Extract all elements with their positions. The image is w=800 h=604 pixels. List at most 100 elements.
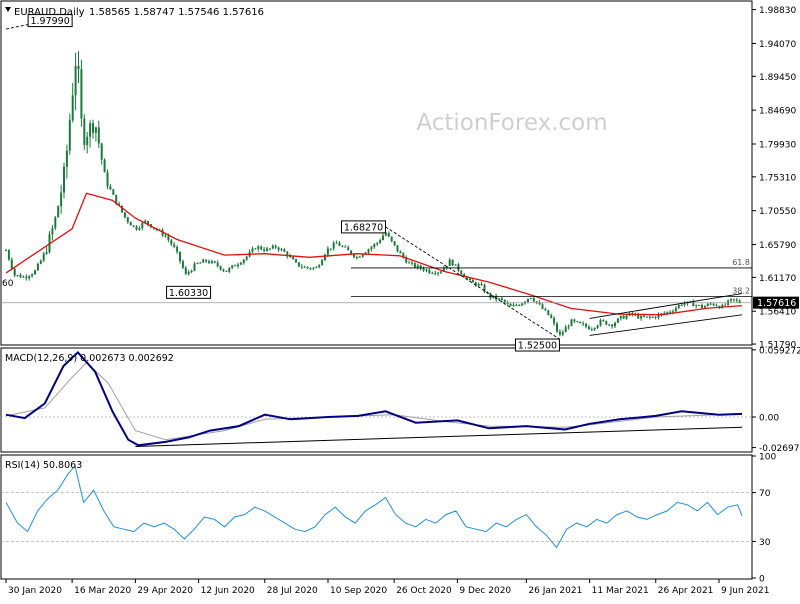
- rsi-label: RSI(14) 50.8063: [5, 460, 82, 471]
- symbol-label: EURAUD,Daily: [14, 7, 85, 18]
- price-bar-body: [518, 305, 521, 307]
- price-bar-body: [576, 321, 579, 323]
- price-bar-body: [599, 319, 602, 326]
- price-bar-body: [280, 249, 283, 251]
- price-bar-body: [732, 298, 735, 300]
- price-bar-body: [350, 250, 353, 255]
- price-bar-body: [416, 265, 419, 268]
- price-bar-body: [431, 272, 434, 274]
- price-bar-body: [45, 252, 48, 254]
- price-bar-body: [254, 248, 257, 250]
- price-bar-body: [451, 259, 454, 266]
- price-bar-body: [680, 304, 683, 306]
- price-bar-body: [503, 300, 506, 303]
- price-bar-body: [660, 313, 663, 315]
- price-bar-body: [332, 242, 335, 249]
- price-bar-body: [103, 159, 106, 173]
- price-bar-body: [379, 240, 382, 243]
- price-bar-body: [474, 282, 477, 286]
- date-tick-label: 11 Mar 2021: [592, 586, 649, 596]
- price-bar-body: [283, 249, 286, 252]
- price-bar-body: [556, 323, 558, 332]
- price-bar-body: [190, 270, 193, 273]
- price-bar-body: [434, 273, 437, 275]
- price-bar-body: [558, 331, 561, 335]
- price-bar-body: [448, 259, 451, 266]
- price-bar-body: [176, 246, 179, 252]
- price-bar-body: [36, 263, 39, 271]
- price-bar-body: [242, 259, 245, 263]
- price-bar-body: [370, 247, 373, 250]
- price-bar-body: [51, 228, 54, 235]
- date-tick-label: 10 Sep 2020: [330, 586, 387, 596]
- level-badge: [27, 14, 73, 28]
- price-bar-body: [138, 228, 141, 230]
- price-bar-body: [396, 245, 399, 252]
- price-bar-body: [669, 311, 672, 313]
- price-tick-label: 1.79930: [759, 140, 796, 150]
- price-bar-body: [573, 319, 576, 322]
- collapse-triangle-icon[interactable]: [5, 7, 11, 12]
- price-bar-body: [277, 247, 280, 250]
- price-bar-body: [184, 267, 187, 274]
- price-bar-body: [63, 166, 65, 193]
- price-bar-body: [715, 305, 718, 307]
- price-bar-body: [541, 304, 544, 309]
- price-bar-body: [71, 95, 74, 121]
- date-tick-label: 30 Jan 2020: [8, 586, 62, 596]
- price-bar-body: [413, 263, 416, 268]
- fib-level-label: 61.8: [732, 258, 750, 267]
- level-label: 1.60330: [169, 288, 208, 299]
- price-bar-body: [561, 332, 564, 335]
- rsi-line: [5, 464, 743, 549]
- price-bar-body: [529, 297, 532, 299]
- price-bar-body: [135, 226, 138, 230]
- price-bar-body: [408, 262, 411, 264]
- price-bar-body: [709, 303, 712, 305]
- price-bar-body: [440, 271, 442, 273]
- price-bar-body: [129, 221, 132, 226]
- left-edge-label: 60: [2, 279, 14, 289]
- price-bar-body: [480, 284, 483, 286]
- price-bar-body: [471, 279, 474, 283]
- price-bar-body: [112, 189, 115, 195]
- trendline: [589, 314, 743, 336]
- price-bar-body: [376, 242, 379, 245]
- price-bar-body: [251, 248, 254, 252]
- price-bar-body: [500, 298, 503, 301]
- price-tick-label: 1.94070: [759, 40, 796, 50]
- date-tick-label: 29 Apr 2020: [137, 586, 193, 596]
- price-bar-body: [28, 276, 31, 279]
- price-bar-body: [570, 319, 573, 327]
- price-tick-label: 1.56410: [759, 308, 796, 318]
- macd-tick-label: -0.026978: [759, 444, 800, 454]
- rsi-tick-label: 100: [759, 453, 776, 463]
- rsi-pane[interactable]: [0, 454, 753, 580]
- price-bar-body: [147, 220, 150, 225]
- price-bar-body: [181, 261, 184, 268]
- price-tick-label: 1.65790: [759, 241, 796, 251]
- price-bar-body: [361, 254, 364, 257]
- price-bar-body: [666, 311, 669, 314]
- price-bar-body: [222, 269, 225, 271]
- price-bar-body: [625, 315, 628, 319]
- price-bar-body: [683, 303, 686, 305]
- price-bar-body: [123, 212, 126, 218]
- price-bar-body: [65, 150, 68, 167]
- price-bar-body: [596, 325, 599, 328]
- price-bar-body: [651, 316, 654, 318]
- rsi-tick-label: 70: [759, 489, 771, 499]
- price-pane[interactable]: [0, 0, 753, 346]
- price-bar-body: [425, 269, 428, 271]
- price-bar-body: [706, 303, 709, 306]
- price-bar-body: [13, 268, 16, 276]
- price-bar-body: [16, 274, 19, 276]
- trendline: [385, 226, 560, 340]
- price-bar-body: [126, 217, 129, 222]
- macd-label: MACD(12,26,9) 0.002673 0.002692: [5, 353, 174, 364]
- price-tick-label: 1.70550: [759, 207, 796, 217]
- price-bar-body: [173, 244, 176, 247]
- price-bar-body: [338, 242, 341, 246]
- price-bar-body: [80, 69, 83, 119]
